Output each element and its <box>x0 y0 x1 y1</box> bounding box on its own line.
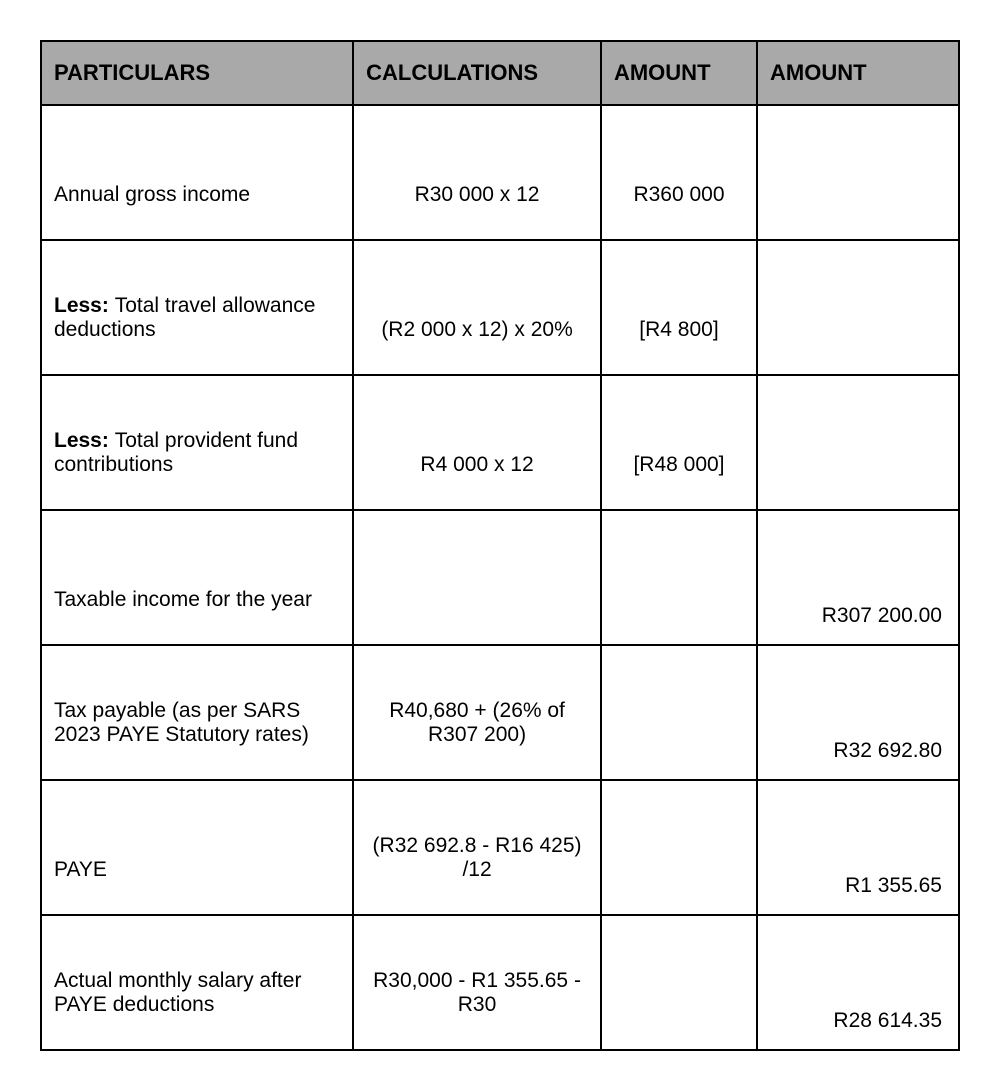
cell-amount1 <box>601 780 757 915</box>
table-row: Less: Total provident fund contributions… <box>41 375 959 510</box>
cell-amount2 <box>757 375 959 510</box>
table-row: Taxable income for the year R307 200.00 <box>41 510 959 645</box>
header-amount1: AMOUNT <box>601 41 757 105</box>
cell-calculations: R40,680 + (26% of R307 200) <box>353 645 601 780</box>
particulars-text: PAYE <box>54 858 107 881</box>
cell-amount2: R1 355.65 <box>757 780 959 915</box>
cell-amount2 <box>757 240 959 375</box>
table-body: Annual gross income R30 000 x 12 R360 00… <box>41 105 959 1050</box>
cell-calculations: R4 000 x 12 <box>353 375 601 510</box>
cell-amount2: R307 200.00 <box>757 510 959 645</box>
cell-amount1 <box>601 510 757 645</box>
cell-amount1: [R48 000] <box>601 375 757 510</box>
cell-particulars: Tax payable (as per SARS 2023 PAYE Statu… <box>41 645 353 780</box>
cell-amount1 <box>601 915 757 1050</box>
cell-calculations: R30 000 x 12 <box>353 105 601 240</box>
cell-amount2 <box>757 105 959 240</box>
particulars-text: Tax payable (as per SARS 2023 PAYE Statu… <box>54 699 309 746</box>
cell-particulars: Less: Total travel allowance deductions <box>41 240 353 375</box>
cell-calculations: (R32 692.8 - R16 425) /12 <box>353 780 601 915</box>
cell-amount2: R32 692.80 <box>757 645 959 780</box>
table-row: Tax payable (as per SARS 2023 PAYE Statu… <box>41 645 959 780</box>
cell-amount1: R360 000 <box>601 105 757 240</box>
table-header-row: PARTICULARS CALCULATIONS AMOUNT AMOUNT <box>41 41 959 105</box>
tax-calculation-table: PARTICULARS CALCULATIONS AMOUNT AMOUNT A… <box>40 40 960 1051</box>
cell-particulars: Actual monthly salary after PAYE deducti… <box>41 915 353 1050</box>
cell-amount2: R28 614.35 <box>757 915 959 1050</box>
header-particulars: PARTICULARS <box>41 41 353 105</box>
table-row: Annual gross income R30 000 x 12 R360 00… <box>41 105 959 240</box>
cell-particulars: PAYE <box>41 780 353 915</box>
particulars-text: Annual gross income <box>54 183 250 206</box>
table-row: Actual monthly salary after PAYE deducti… <box>41 915 959 1050</box>
table-row: Less: Total travel allowance deductions … <box>41 240 959 375</box>
particulars-text: Actual monthly salary after PAYE deducti… <box>54 969 301 1016</box>
particulars-prefix: Less: <box>54 429 115 452</box>
cell-calculations: (R2 000 x 12) x 20% <box>353 240 601 375</box>
header-calculations: CALCULATIONS <box>353 41 601 105</box>
cell-particulars: Less: Total provident fund contributions <box>41 375 353 510</box>
cell-calculations: R30,000 - R1 355.65 - R30 <box>353 915 601 1050</box>
table-row: PAYE (R32 692.8 - R16 425) /12 R1 355.65 <box>41 780 959 915</box>
particulars-text: Taxable income for the year <box>54 588 312 611</box>
cell-particulars: Annual gross income <box>41 105 353 240</box>
particulars-prefix: Less: <box>54 294 115 317</box>
cell-amount1: [R4 800] <box>601 240 757 375</box>
header-amount2: AMOUNT <box>757 41 959 105</box>
cell-amount1 <box>601 645 757 780</box>
cell-particulars: Taxable income for the year <box>41 510 353 645</box>
cell-calculations <box>353 510 601 645</box>
